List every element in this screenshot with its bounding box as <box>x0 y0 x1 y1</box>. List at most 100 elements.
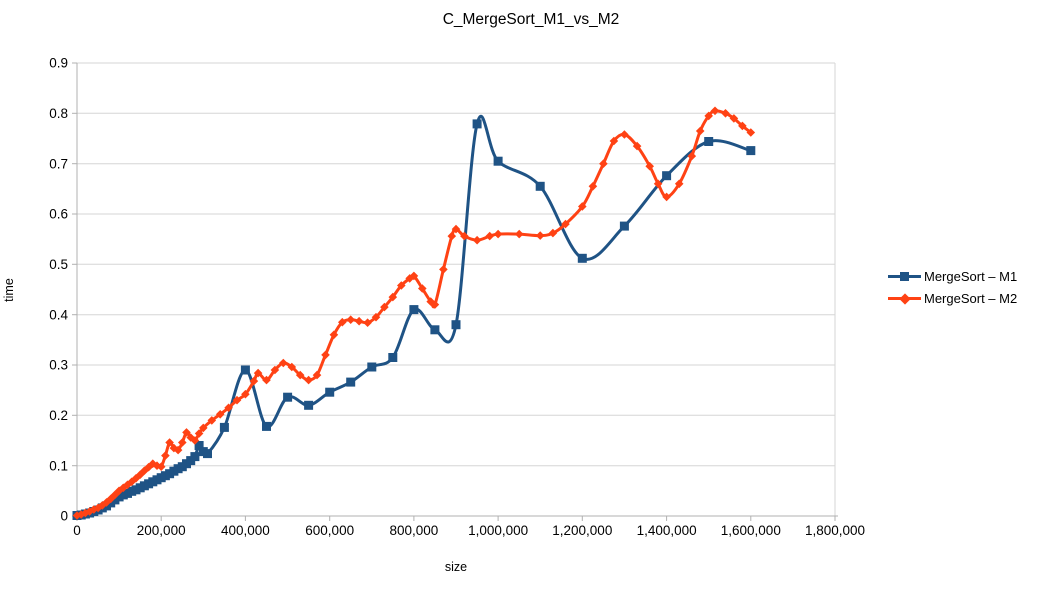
data-point-marker <box>346 315 355 324</box>
data-point-marker <box>203 449 212 459</box>
data-point-marker <box>165 438 174 447</box>
data-point-marker <box>249 376 259 386</box>
data-point-marker <box>371 312 381 322</box>
data-point-marker <box>447 231 457 241</box>
y-tick-label: 0.9 <box>49 56 68 71</box>
data-point-marker <box>451 224 461 234</box>
x-tick-label: 1,800,000 <box>805 523 865 538</box>
legend-label: MergeSort – M1 <box>924 269 1018 284</box>
data-point-marker <box>262 421 271 431</box>
data-point-marker <box>645 161 654 171</box>
data-point-marker <box>561 219 570 229</box>
data-point-marker <box>704 137 714 146</box>
data-point-marker <box>493 229 503 239</box>
diamond-marker-icon <box>899 293 911 305</box>
data-point-marker <box>746 146 756 156</box>
data-point-marker <box>182 428 191 437</box>
data-point-marker <box>388 353 398 362</box>
y-tick-label: 0.3 <box>49 358 68 373</box>
data-point-marker <box>535 231 545 240</box>
data-point-marker <box>704 111 713 121</box>
data-point-marker <box>338 317 347 327</box>
x-tick-label: 1,000,000 <box>468 523 528 538</box>
x-tick-label: 1,400,000 <box>637 523 697 538</box>
x-tick-label: 400,000 <box>221 523 270 538</box>
data-point-marker <box>240 365 250 375</box>
data-point-marker <box>451 320 461 330</box>
data-point-marker <box>418 284 427 293</box>
data-point-marker <box>588 182 598 191</box>
legend-item-m2: MergeSort – M2 <box>888 289 1017 308</box>
square-marker-icon <box>900 272 909 281</box>
data-point-marker <box>190 452 200 462</box>
data-point-marker <box>178 438 187 447</box>
x-tick-label: 800,000 <box>389 523 438 538</box>
data-point-marker <box>295 370 305 380</box>
data-point-marker <box>224 403 233 413</box>
data-point-marker <box>485 231 494 241</box>
data-point-marker <box>262 375 271 385</box>
data-point-marker <box>329 330 339 340</box>
legend: MergeSort – M1 MergeSort – M2 <box>888 267 1017 308</box>
data-point-marker <box>472 119 482 129</box>
data-point-marker <box>514 229 524 239</box>
data-point-marker <box>161 451 170 460</box>
data-point-marker <box>535 181 545 191</box>
y-tick-label: 0.1 <box>49 458 68 473</box>
data-point-marker <box>620 130 629 139</box>
data-point-marker <box>738 121 747 131</box>
data-point-marker <box>304 375 313 385</box>
data-point-marker <box>287 362 297 372</box>
chart-title: C_MergeSort_M1_vs_M2 <box>442 11 620 28</box>
data-point-marker <box>653 179 663 189</box>
data-point-marker <box>577 253 587 263</box>
data-point-marker <box>710 106 720 116</box>
data-point-marker <box>632 141 642 151</box>
data-point-marker <box>619 221 629 231</box>
data-point-marker <box>72 511 82 520</box>
data-point-marker <box>662 192 671 202</box>
data-point-marker <box>148 459 158 468</box>
data-point-marker <box>367 362 377 372</box>
data-point-marker <box>186 433 195 442</box>
data-point-marker <box>140 466 149 475</box>
data-point-marker <box>270 365 280 375</box>
data-point-marker <box>199 423 208 433</box>
y-tick-label: 0.8 <box>49 106 68 121</box>
data-point-marker <box>283 392 293 402</box>
data-point-marker <box>215 410 225 419</box>
data-point-marker <box>312 370 322 380</box>
x-tick-label: 0 <box>73 523 81 538</box>
data-point-marker <box>493 156 503 166</box>
data-point-marker <box>173 445 183 455</box>
legend-swatch-m1 <box>888 270 921 283</box>
data-point-marker <box>325 387 335 397</box>
legend-label: MergeSort – M2 <box>924 291 1018 306</box>
data-point-marker <box>156 462 166 471</box>
data-point-marker <box>190 436 200 445</box>
data-point-marker <box>430 325 440 335</box>
data-point-marker <box>687 151 697 161</box>
y-tick-label: 0 <box>60 509 68 524</box>
data-point-marker <box>729 114 739 123</box>
legend-item-m1: MergeSort – M1 <box>888 267 1017 286</box>
x-tick-label: 1,600,000 <box>721 523 781 538</box>
data-point-marker <box>354 316 364 326</box>
data-point-marker <box>674 179 684 189</box>
data-point-marker <box>241 389 250 399</box>
y-tick-label: 0.2 <box>49 408 68 423</box>
data-point-marker <box>144 462 153 472</box>
data-point-marker <box>388 292 398 302</box>
x-tick-label: 200,000 <box>137 523 186 538</box>
data-point-marker <box>253 368 263 378</box>
data-point-marker <box>695 126 705 136</box>
data-point-marker <box>304 400 314 410</box>
data-point-marker <box>232 395 242 405</box>
series-line-square <box>75 114 753 517</box>
data-point-marker <box>363 318 372 327</box>
data-point-marker <box>409 271 419 281</box>
data-point-marker <box>194 441 204 450</box>
data-point-marker <box>194 429 204 438</box>
